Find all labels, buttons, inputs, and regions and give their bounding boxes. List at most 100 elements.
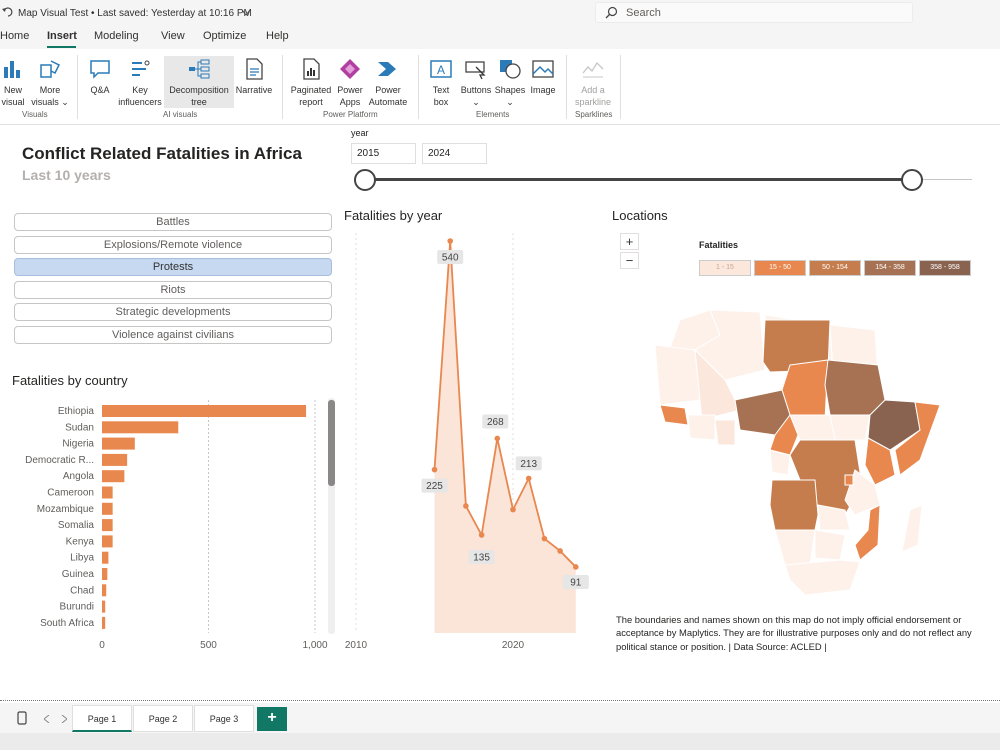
scrollbar-thumb[interactable] bbox=[328, 400, 335, 486]
year-slider-track[interactable] bbox=[364, 178, 912, 181]
year-slider-start-handle[interactable] bbox=[354, 169, 376, 191]
new-visual-button[interactable]: New visual bbox=[0, 57, 26, 108]
bar bbox=[102, 551, 109, 564]
image-label: Image bbox=[530, 85, 556, 95]
key-influencers-label-1: Key bbox=[132, 85, 148, 95]
next-page-icon[interactable] bbox=[61, 715, 67, 723]
bar bbox=[102, 405, 307, 417]
line-x-tick-label: 2020 bbox=[502, 640, 525, 651]
decomposition-tree-icon bbox=[189, 59, 210, 79]
undo-icon[interactable] bbox=[2, 5, 14, 19]
page-tab-2[interactable]: Page 2 bbox=[133, 705, 193, 732]
new-visual-label-2: visual bbox=[1, 97, 25, 107]
search-placeholder: Search bbox=[626, 7, 661, 19]
bar bbox=[102, 584, 107, 597]
menu-home[interactable]: Home bbox=[0, 30, 30, 42]
bar-category-label: Mozambique bbox=[37, 504, 95, 515]
ribbon-separator bbox=[77, 55, 78, 119]
image-button[interactable]: Image bbox=[528, 57, 558, 96]
menu-optimize[interactable]: Optimize bbox=[203, 30, 247, 42]
power-apps-icon bbox=[340, 59, 360, 79]
ribbon-separator bbox=[566, 55, 567, 119]
menu-view[interactable]: View bbox=[161, 30, 185, 42]
africa-map[interactable] bbox=[640, 290, 950, 600]
buttons-button[interactable]: Buttons ⌄ bbox=[458, 57, 494, 108]
map-region-south-africa bbox=[784, 559, 861, 596]
legend-item[interactable]: 358 - 958 bbox=[919, 260, 971, 276]
buttons-icon bbox=[465, 61, 486, 80]
qa-label: Q&A bbox=[90, 85, 110, 95]
menu-insert[interactable]: Insert bbox=[47, 30, 77, 42]
year-to-input[interactable]: 2024 bbox=[422, 143, 487, 164]
slicer-protests[interactable]: Protests bbox=[14, 258, 332, 276]
bar-category-label: Democratic R... bbox=[25, 455, 94, 466]
bar-category-label: Guinea bbox=[62, 569, 95, 580]
bar bbox=[102, 600, 106, 613]
year-slider-end-handle[interactable] bbox=[901, 169, 923, 191]
more-visuals-button[interactable]: More visuals ⌄ bbox=[30, 57, 70, 108]
shapes-button[interactable]: Shapes ⌄ bbox=[494, 57, 526, 108]
legend-item[interactable]: 154 - 358 bbox=[864, 260, 916, 276]
sparkline-icon bbox=[582, 61, 604, 78]
bar-chart-icon bbox=[4, 61, 20, 78]
canvas-bottom-border bbox=[0, 700, 1000, 701]
document-title[interactable]: Map Visual Test • Last saved: Yesterday … bbox=[18, 8, 252, 19]
slicer-riots[interactable]: Riots bbox=[14, 281, 332, 299]
status-bar bbox=[0, 733, 1000, 750]
power-apps-label-2: Apps bbox=[339, 97, 361, 107]
data-point bbox=[541, 535, 548, 542]
more-visuals-label-2: visuals bbox=[31, 97, 59, 107]
slicer-violence-against-civilians[interactable]: Violence against civilians bbox=[14, 326, 332, 344]
data-label-bg bbox=[421, 478, 448, 493]
data-point bbox=[573, 564, 579, 570]
bar-category-label: Ethiopia bbox=[58, 406, 95, 417]
sparkline-label-2: sparkline bbox=[574, 97, 612, 107]
text-box-button[interactable]: A Text box bbox=[426, 57, 456, 108]
add-page-button[interactable]: + bbox=[257, 707, 287, 731]
menu-modeling[interactable]: Modeling bbox=[94, 30, 139, 42]
data-label-bg bbox=[562, 574, 589, 589]
map-legend-title: Fatalities bbox=[699, 240, 739, 250]
slicer-explosions[interactable]: Explosions/Remote violence bbox=[14, 236, 332, 254]
legend-item[interactable]: 1 - 15 bbox=[699, 260, 751, 276]
page-tab-1[interactable]: Page 1 bbox=[72, 705, 132, 732]
group-label-sparklines: Sparklines bbox=[575, 110, 613, 119]
search-input[interactable]: Search bbox=[595, 2, 913, 23]
map-region-mozambique bbox=[854, 504, 881, 561]
more-visuals-label-1: More bbox=[39, 85, 61, 95]
paginated-label-1: Paginated bbox=[290, 85, 332, 95]
menu-help[interactable]: Help bbox=[266, 30, 289, 42]
chevron-down-icon: ⌄ bbox=[472, 97, 480, 107]
group-label-visuals: Visuals bbox=[22, 110, 48, 119]
narrative-button[interactable]: Narrative bbox=[234, 57, 274, 96]
zoom-out-button[interactable]: − bbox=[620, 252, 639, 269]
group-label-elements: Elements bbox=[476, 110, 510, 119]
bar bbox=[102, 568, 108, 580]
power-apps-button[interactable]: Power Apps bbox=[335, 57, 365, 108]
year-from-input[interactable]: 2015 bbox=[351, 143, 416, 164]
legend-item[interactable]: 15 - 50 bbox=[754, 260, 806, 276]
report-title: Conflict Related Fatalities in Africa bbox=[22, 144, 302, 163]
page-tab-3[interactable]: Page 3 bbox=[194, 705, 254, 732]
decomposition-tree-button[interactable]: Decomposition tree bbox=[164, 57, 234, 108]
bar-chart-scrollbar[interactable] bbox=[328, 398, 335, 634]
paginated-report-button[interactable]: Paginated report bbox=[288, 57, 334, 108]
image-icon bbox=[532, 60, 554, 78]
data-label: 135 bbox=[473, 553, 490, 564]
power-automate-button[interactable]: Power Automate bbox=[366, 57, 410, 108]
add-sparkline-button[interactable]: Add a sparkline bbox=[572, 57, 614, 108]
slicer-battles[interactable]: Battles bbox=[14, 213, 332, 231]
bar-x-tick-label: 500 bbox=[200, 640, 217, 651]
prev-page-icon[interactable] bbox=[44, 715, 50, 723]
legend-item[interactable]: 50 - 154 bbox=[809, 260, 861, 276]
qa-button[interactable]: Q&A bbox=[85, 57, 115, 96]
svg-text:A: A bbox=[437, 63, 445, 77]
key-influencers-button[interactable]: Key influencers bbox=[116, 57, 164, 108]
slicer-strategic-developments[interactable]: Strategic developments bbox=[14, 303, 332, 321]
mobile-layout-icon[interactable] bbox=[17, 711, 27, 725]
power-apps-label-1: Power bbox=[337, 85, 363, 95]
chevron-down-icon[interactable] bbox=[242, 10, 250, 16]
area-fill bbox=[434, 241, 576, 633]
narrative-icon bbox=[246, 58, 263, 80]
zoom-in-button[interactable]: + bbox=[620, 233, 639, 250]
